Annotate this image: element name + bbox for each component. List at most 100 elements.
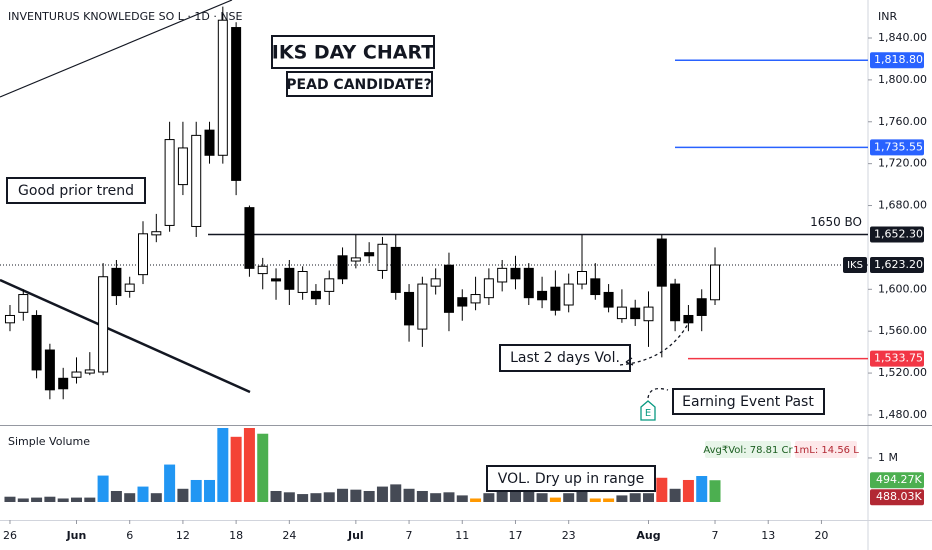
candle-body xyxy=(284,267,295,290)
volume-title: Simple Volume xyxy=(8,435,90,448)
volume-bar xyxy=(523,490,535,502)
annotation: PEAD CANDIDATE? xyxy=(286,77,431,93)
candle-body xyxy=(643,306,654,322)
candle-body xyxy=(191,134,202,227)
x-tick-label: 18 xyxy=(229,529,243,542)
volume-bar xyxy=(230,436,242,502)
stat: 1mL: 14.56 L xyxy=(793,445,859,456)
symbol-label: IKS xyxy=(847,260,863,271)
volume-bar xyxy=(84,497,96,502)
volume-bar xyxy=(243,428,255,502)
stat: Avg₹Vol: 78.81 Cr xyxy=(703,445,793,456)
level-label: 1,533.75 xyxy=(874,352,923,365)
volume-bar xyxy=(363,490,375,502)
candle-body xyxy=(58,377,69,390)
candle-body xyxy=(18,294,29,313)
chart-title: INVENTURUS KNOWLEDGE SO L · 1D · NSE xyxy=(8,10,243,23)
volume-bar xyxy=(150,493,162,502)
candle-body xyxy=(4,314,15,324)
x-tick-label: 20 xyxy=(814,529,828,542)
candle-body xyxy=(297,271,308,293)
x-tick-label: 12 xyxy=(176,529,190,542)
volume-bar xyxy=(70,497,82,502)
candle-body xyxy=(177,147,188,186)
volume-bar xyxy=(57,498,69,502)
volume-bar xyxy=(470,498,482,502)
candle-body xyxy=(231,27,242,181)
candle-body xyxy=(696,298,707,316)
level-note: 1650 BO xyxy=(810,215,862,229)
candle-body xyxy=(576,271,587,285)
volume-bar xyxy=(669,488,681,502)
volume-bar xyxy=(204,479,216,502)
last-price-label: 1,623.20 xyxy=(874,258,923,271)
volume-bar xyxy=(270,490,282,502)
candle-body xyxy=(656,238,667,287)
y-tick-label: 1,680.00 xyxy=(878,199,927,212)
annotation: Last 2 days Vol. xyxy=(510,350,620,366)
volume-bar xyxy=(456,495,468,502)
x-tick-label: 6 xyxy=(126,529,133,542)
annotation: VOL. Dry up in range xyxy=(498,471,644,487)
volume-bar xyxy=(589,498,601,502)
currency: INR xyxy=(878,10,897,23)
candle-body xyxy=(603,291,614,308)
volume-bar xyxy=(190,479,202,502)
note-box xyxy=(271,35,435,69)
candle-body xyxy=(710,264,721,301)
candle-body xyxy=(350,257,361,262)
level-tag xyxy=(870,139,924,156)
candle-body xyxy=(217,19,228,156)
earnings-icon xyxy=(640,400,656,421)
candle-body xyxy=(151,231,162,236)
volume-bar xyxy=(616,495,628,502)
candle-body xyxy=(71,371,82,378)
y-tick-label: 1,800.00 xyxy=(878,73,927,86)
candle-body xyxy=(417,283,428,330)
volume-bar xyxy=(656,477,668,502)
stat-pill xyxy=(705,441,791,458)
volume-bar xyxy=(350,489,362,502)
volume-bar xyxy=(629,493,641,502)
candle-body xyxy=(483,278,494,299)
volume-bar xyxy=(124,493,136,502)
note-box xyxy=(672,388,825,415)
volume-bar xyxy=(44,496,56,502)
volume-tag-label: 488.03K xyxy=(876,490,922,503)
volume-bar xyxy=(97,475,109,502)
candle-body xyxy=(111,267,122,297)
candle-body xyxy=(271,278,282,282)
volume-bar xyxy=(403,488,415,502)
note-box xyxy=(6,177,146,204)
y-tick-label: 1,560.00 xyxy=(878,324,927,337)
candle-body xyxy=(310,290,321,300)
volume-bar xyxy=(137,486,149,502)
candle-body xyxy=(257,265,268,275)
candle-body xyxy=(337,255,348,280)
candle-body xyxy=(364,252,375,257)
volume-tag-label: 494.27K xyxy=(876,473,922,486)
marks: 1,840.00 1,800.00 1,760.00 1,720.00 1,680.00… xyxy=(0,6,927,542)
candle-body xyxy=(98,276,109,373)
volume-bar xyxy=(177,488,189,502)
volume-bar xyxy=(483,493,495,502)
level-tag xyxy=(870,52,924,69)
volume-bar xyxy=(430,493,442,502)
level-tag xyxy=(870,226,924,243)
candle-body xyxy=(31,314,42,371)
volume-bar xyxy=(509,488,521,502)
candle-body xyxy=(138,233,149,276)
candle-body xyxy=(244,207,255,269)
note-box xyxy=(499,344,631,372)
volume-bar xyxy=(643,493,655,502)
volume-tag xyxy=(870,472,924,489)
volume-bar xyxy=(257,433,269,502)
volume-bar xyxy=(164,464,176,502)
volume-bar xyxy=(4,496,16,502)
level-label: 1,735.55 xyxy=(874,140,923,153)
note-box xyxy=(486,465,656,492)
stat-pill xyxy=(795,441,857,458)
candle-body xyxy=(390,246,401,293)
level-tag xyxy=(870,350,924,367)
trend-line xyxy=(0,0,233,98)
